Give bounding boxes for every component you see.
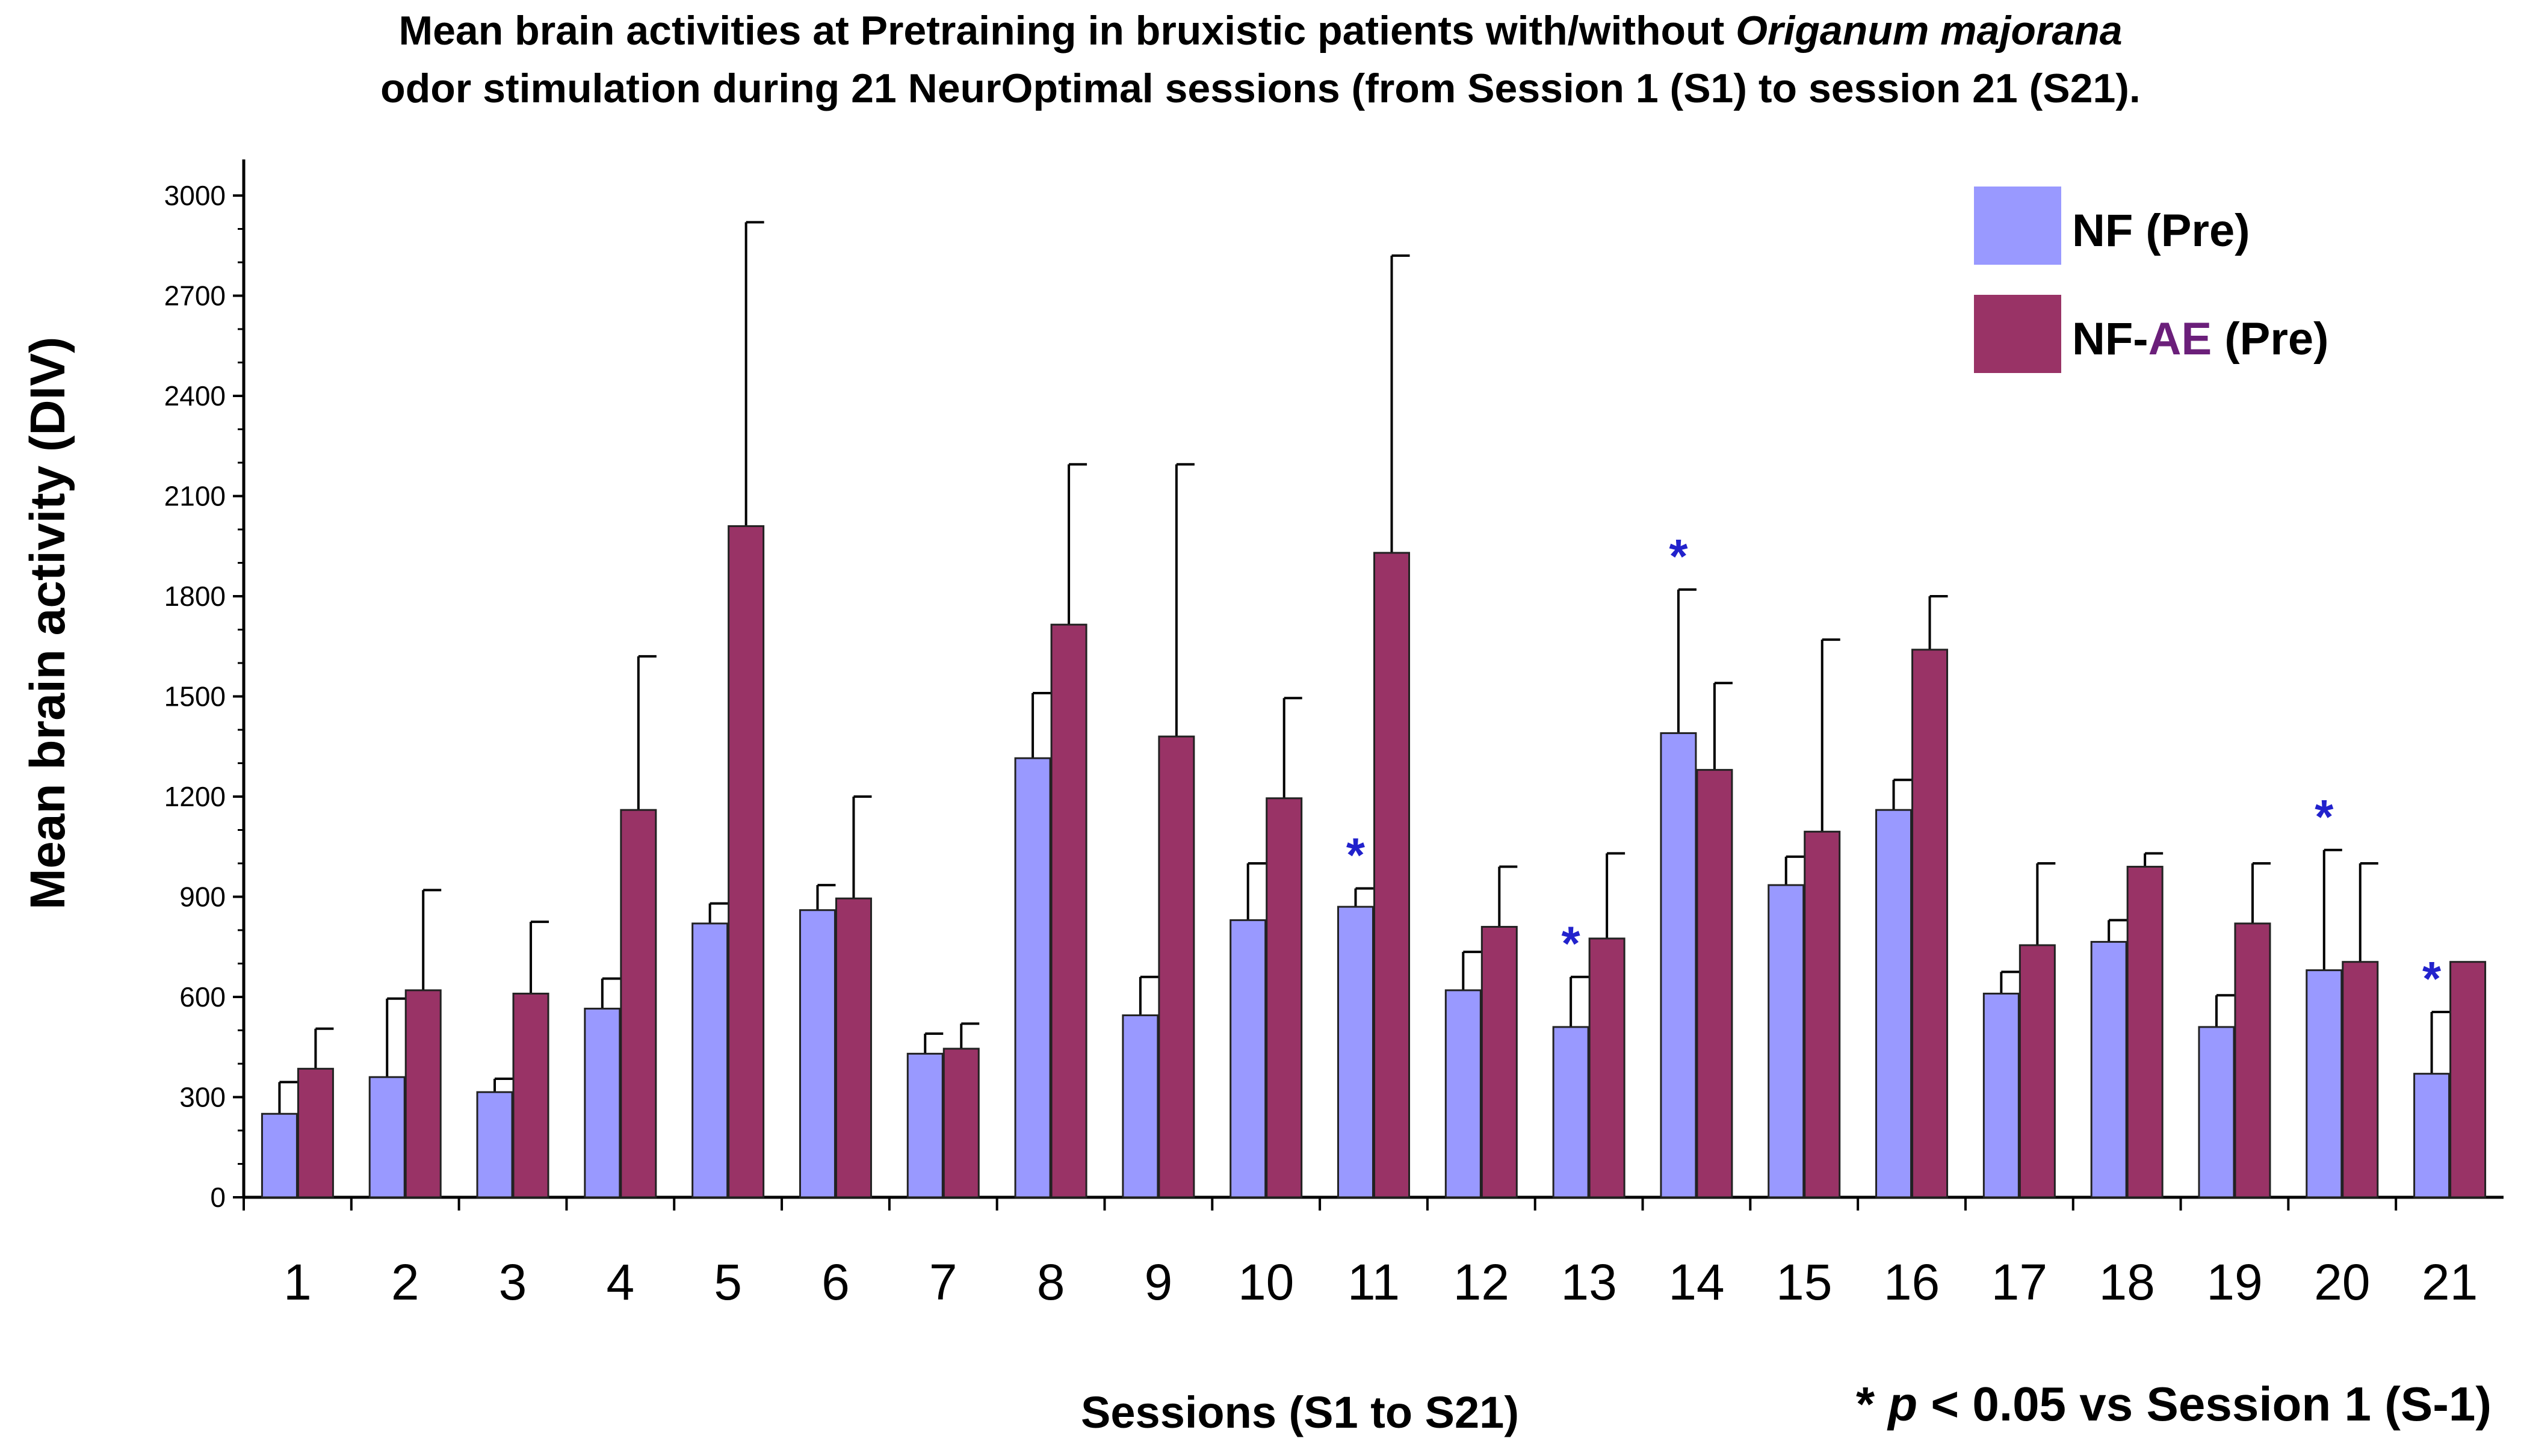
x-axis-label: Sessions (S1 to S21)	[1081, 1387, 1519, 1437]
x-tick-label-6: 6	[821, 1254, 850, 1310]
chart-title-line-1: Mean brain activities at Pretraining in …	[0, 7, 2521, 54]
y-tick-label-2700: 2700	[164, 280, 226, 312]
x-tick-label-14: 14	[1668, 1254, 1724, 1310]
y-tick-label-0: 0	[210, 1182, 226, 1213]
bar-nfae-session-8	[1050, 623, 1087, 1198]
bar-nf-session-8	[1014, 757, 1051, 1198]
significance-star-21: *	[2422, 952, 2442, 1005]
footnote-star: *	[1855, 1377, 1888, 1431]
bar-nfae-session-16	[1911, 649, 1949, 1198]
significance-star-13: *	[1562, 917, 1581, 970]
bar-nfae-session-18	[2126, 866, 2164, 1198]
bar-nf-session-16	[1875, 809, 1913, 1198]
bar-nfae-session-14	[1696, 769, 1733, 1198]
bar-nf-session-18	[2090, 940, 2127, 1198]
chart-title-prefix: Mean brain activities at Pretraining in …	[398, 8, 1736, 54]
bar-nf-session-19	[2198, 1026, 2235, 1198]
legend-label-nf: NF (Pre)	[2072, 205, 2250, 256]
chart-title-species: Origanum majorana	[1736, 8, 2123, 54]
bar-nf-session-7	[906, 1052, 944, 1198]
y-tick-label-1500: 1500	[164, 681, 226, 712]
bar-nfae-session-12	[1480, 925, 1518, 1198]
x-tick-label-5: 5	[714, 1254, 742, 1310]
bar-nfae-session-9	[1158, 735, 1195, 1198]
x-tick-label-10: 10	[1238, 1254, 1294, 1310]
x-tick-label-19: 19	[2206, 1254, 2262, 1310]
x-tick-label-9: 9	[1145, 1254, 1173, 1310]
bar-nfae-session-11	[1373, 552, 1410, 1198]
legend-label-nfae: NF-AE (Pre)	[2072, 313, 2328, 365]
y-axis-label: Mean brain activity (DIV)	[20, 336, 75, 910]
significance-star-14: *	[1669, 529, 1688, 583]
y-tick-label-1800: 1800	[164, 581, 226, 612]
bar-nf-session-5	[691, 922, 729, 1198]
bar-nfae-session-17	[2018, 944, 2056, 1198]
y-tick-label-300: 300	[179, 1082, 226, 1113]
bar-nfae-session-19	[2234, 922, 2271, 1198]
x-tick-label-13: 13	[1561, 1254, 1616, 1310]
y-tick-label-600: 600	[179, 981, 226, 1013]
x-tick-label-16: 16	[1884, 1254, 1940, 1310]
y-tick-label-3000: 3000	[164, 180, 226, 211]
bar-nfae-session-4	[620, 809, 657, 1198]
footnote-text: < 0.05 vs Session 1 (S-1)	[1917, 1377, 2492, 1431]
bar-nf-session-4	[584, 1007, 621, 1198]
bar-nf-session-11	[1337, 905, 1374, 1198]
bar-nf-session-3	[476, 1091, 513, 1198]
x-tick-label-3: 3	[499, 1254, 527, 1310]
legend-swatch-nf	[1974, 187, 2061, 265]
y-tick-label-900: 900	[179, 881, 226, 913]
y-tick-label-2400: 2400	[164, 380, 226, 412]
x-tick-label-11: 11	[1347, 1254, 1400, 1310]
x-tick-label-17: 17	[1991, 1254, 2047, 1310]
x-tick-label-12: 12	[1453, 1254, 1509, 1310]
x-tick-label-20: 20	[2314, 1254, 2370, 1310]
significance-star-20: *	[2315, 790, 2334, 844]
bar-nfae-session-7	[942, 1047, 980, 1198]
bar-nfae-session-5	[728, 525, 765, 1198]
legend-label-nfae-suffix: (Pre)	[2212, 313, 2329, 365]
x-tick-label-7: 7	[929, 1254, 957, 1310]
x-tick-label-1: 1	[283, 1254, 312, 1310]
bar-nf-session-13	[1552, 1026, 1589, 1198]
bar-nfae-session-13	[1588, 937, 1626, 1198]
bar-nf-session-10	[1230, 919, 1267, 1198]
footnote-p: p	[1888, 1377, 1918, 1431]
bar-nf-session-20	[2306, 969, 2343, 1198]
significance-footnote: * p < 0.05 vs Session 1 (S-1)	[1781, 1377, 2492, 1432]
bar-nf-session-1	[261, 1112, 298, 1198]
x-tick-label-8: 8	[1037, 1254, 1065, 1310]
chart-title-line-2: odor stimulation during 21 NeurOptimal s…	[380, 66, 2141, 111]
bar-nfae-session-6	[835, 897, 872, 1198]
legend-label-nfae-prefix: NF-	[2072, 313, 2148, 365]
chart-legend: NF (Pre) NF-AE (Pre)	[1974, 187, 2492, 385]
bar-nf-session-12	[1444, 989, 1482, 1198]
bar-nfae-session-20	[2342, 961, 2379, 1198]
legend-swatch-nfae	[1974, 295, 2061, 373]
legend-label-nfae-ae: AE	[2148, 313, 2212, 365]
x-tick-label-4: 4	[606, 1254, 634, 1310]
bar-nf-session-9	[1122, 1014, 1159, 1198]
bar-nf-session-6	[799, 909, 836, 1198]
bar-nf-session-2	[368, 1076, 406, 1198]
y-tick-label-2100: 2100	[164, 481, 226, 512]
bar-nf-session-17	[1982, 992, 2020, 1198]
bar-nfae-session-2	[404, 989, 442, 1198]
x-tick-label-21: 21	[2422, 1254, 2478, 1310]
x-tick-label-2: 2	[391, 1254, 419, 1310]
x-tick-label-18: 18	[2099, 1254, 2154, 1310]
bar-nfae-session-10	[1266, 797, 1303, 1198]
bar-nf-session-15	[1768, 884, 1805, 1198]
y-tick-label-1200: 1200	[164, 781, 226, 812]
bar-nf-session-14	[1660, 732, 1697, 1198]
bar-nfae-session-1	[297, 1067, 334, 1198]
x-tick-label-15: 15	[1776, 1254, 1832, 1310]
bar-nfae-session-15	[1804, 830, 1841, 1198]
bar-nf-session-21	[2413, 1073, 2451, 1198]
bar-nfae-session-3	[512, 992, 549, 1198]
significance-star-11: *	[1346, 828, 1366, 882]
bar-nfae-session-21	[2449, 961, 2487, 1198]
